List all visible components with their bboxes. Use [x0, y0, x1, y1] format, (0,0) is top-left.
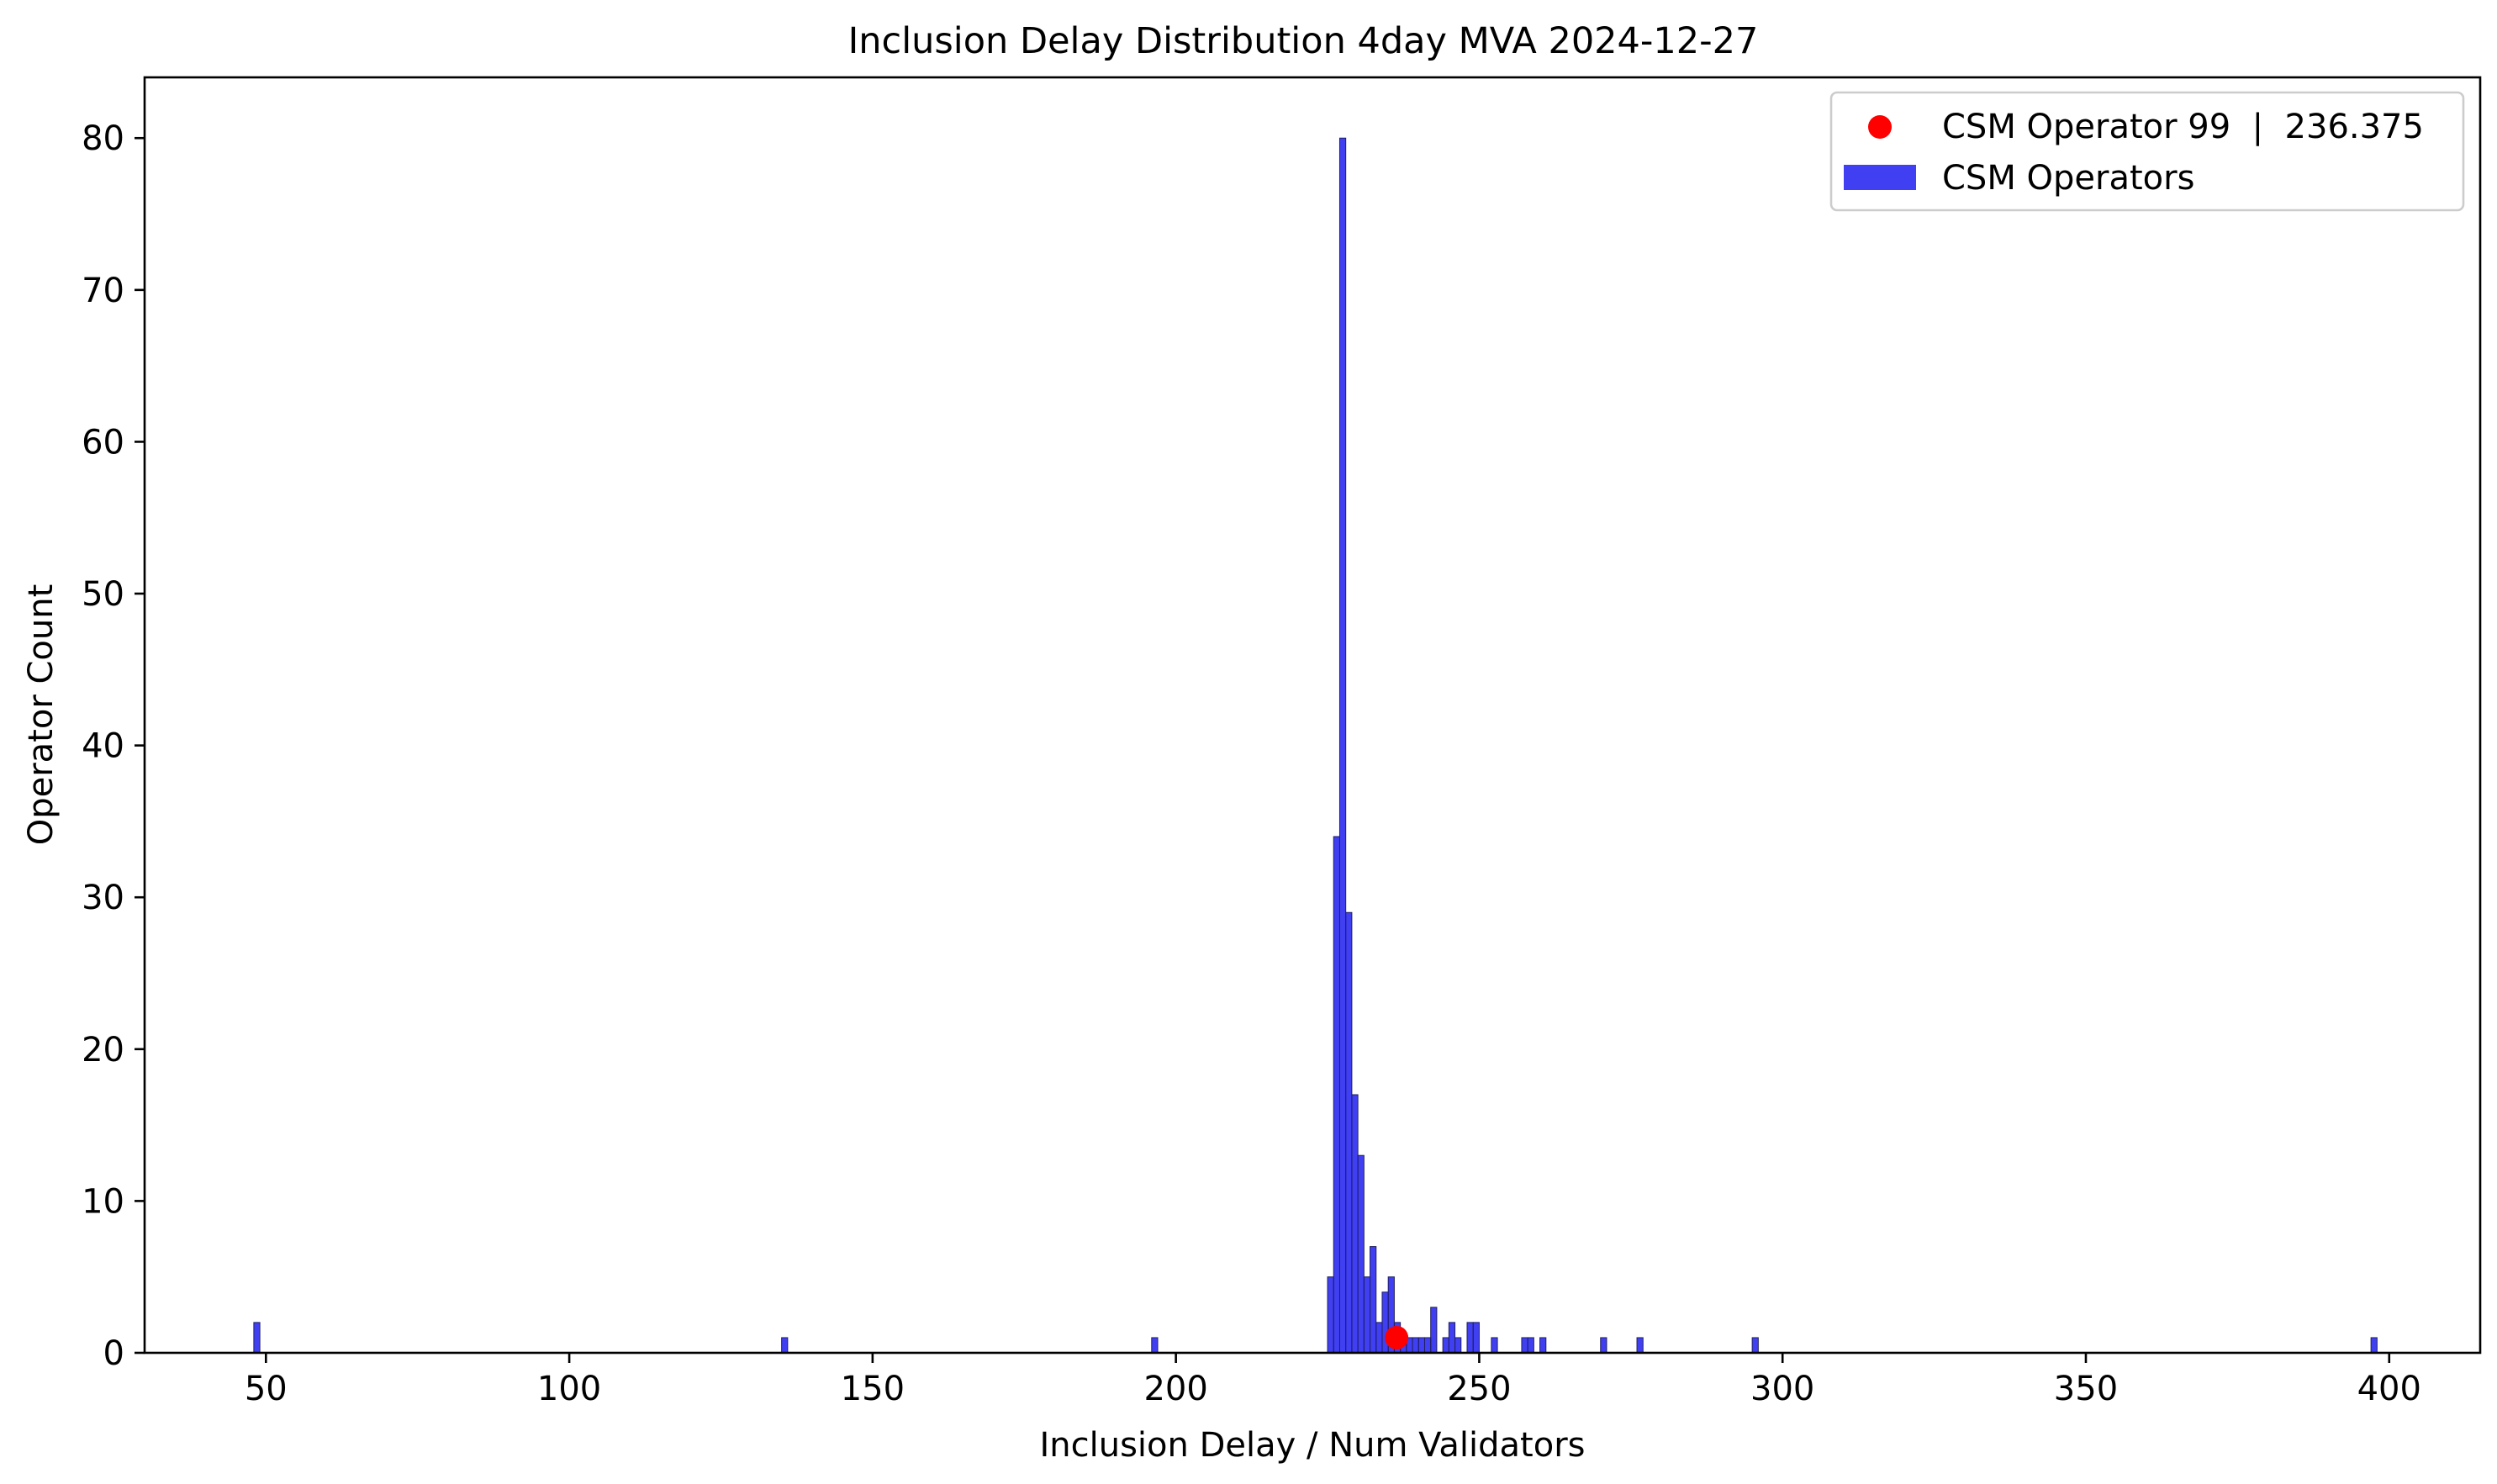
chart-title: Inclusion Delay Distribution 4day MVA 20…: [848, 20, 1759, 62]
histogram-bar: [1423, 1337, 1432, 1354]
x-tick-label: 200: [1143, 1370, 1207, 1408]
histogram-bar: [1370, 1246, 1377, 1354]
highlight-point: [1385, 1325, 1409, 1349]
highlight-layer: [1385, 1325, 1409, 1349]
histogram-bar: [1448, 1322, 1456, 1354]
y-tick-label: 20: [82, 1031, 124, 1069]
histogram-bar: [1357, 1154, 1365, 1354]
histogram-bars: [253, 137, 2378, 1354]
y-tick-label: 0: [103, 1334, 124, 1373]
x-axis-ticks: 50 100 150 200 250 300 350 400: [245, 1353, 2421, 1408]
plot-frame: [143, 76, 2482, 1355]
x-tick-label: 150: [841, 1370, 905, 1408]
x-tick-label: 400: [2357, 1370, 2421, 1408]
histogram-bar: [1417, 1337, 1425, 1354]
y-tick-label: 80: [82, 119, 124, 158]
histogram-bar: [1363, 1276, 1371, 1354]
histogram-bar: [1636, 1337, 1644, 1354]
legend-label-highlight: CSM Operator 99 | 236.375: [1942, 108, 2424, 146]
y-tick-label: 10: [82, 1182, 124, 1221]
histogram-bar: [1466, 1322, 1474, 1354]
histogram-bar: [1375, 1322, 1383, 1354]
histogram-bar: [1442, 1337, 1449, 1354]
x-tick-label: 300: [1750, 1370, 1814, 1408]
histogram-bar: [1430, 1307, 1438, 1354]
histogram-bar: [253, 1322, 261, 1354]
histogram-bar: [1521, 1337, 1528, 1354]
histogram-bar: [1351, 1094, 1359, 1354]
histogram-bar: [1333, 836, 1340, 1354]
y-tick-label: 50: [82, 575, 124, 614]
histogram-bar: [1454, 1337, 1462, 1354]
histogram-bar: [1491, 1337, 1498, 1354]
legend-label-histogram: CSM Operators: [1942, 159, 2194, 198]
y-tick-label: 60: [82, 423, 124, 462]
x-tick-label: 350: [2054, 1370, 2118, 1408]
y-axis-ticks: 0 10 20 30 40 50 60 70 80: [82, 119, 145, 1373]
x-tick-label: 250: [1447, 1370, 1511, 1408]
y-tick-label: 70: [82, 272, 124, 310]
histogram-bar: [1527, 1337, 1534, 1354]
x-tick-label: 50: [245, 1370, 288, 1408]
histogram-bar: [1338, 137, 1347, 1354]
histogram-bar: [2370, 1337, 2378, 1354]
x-axis-label: Inclusion Delay / Num Validators: [1039, 1426, 1585, 1465]
y-axis-label: Operator Count: [22, 584, 61, 846]
y-tick-label: 40: [82, 727, 124, 766]
legend: CSM Operator 99 | 236.375 CSM Operators: [1829, 91, 2465, 212]
x-tick-label: 100: [537, 1370, 601, 1408]
histogram-bar: [1539, 1337, 1547, 1354]
histogram-bar: [1412, 1337, 1419, 1354]
legend-swatch-icon: [1844, 165, 1916, 190]
histogram-bar: [781, 1337, 789, 1354]
histogram-bar: [1151, 1337, 1159, 1354]
histogram-bar: [1327, 1276, 1334, 1354]
histogram-bar: [1751, 1337, 1759, 1354]
histogram-bar: [1472, 1322, 1480, 1354]
legend-marker-icon: [1868, 115, 1892, 139]
y-tick-label: 30: [82, 879, 124, 917]
legend-box: [1829, 91, 2465, 212]
histogram-bar: [1600, 1337, 1607, 1354]
histogram-bar: [1345, 911, 1353, 1354]
